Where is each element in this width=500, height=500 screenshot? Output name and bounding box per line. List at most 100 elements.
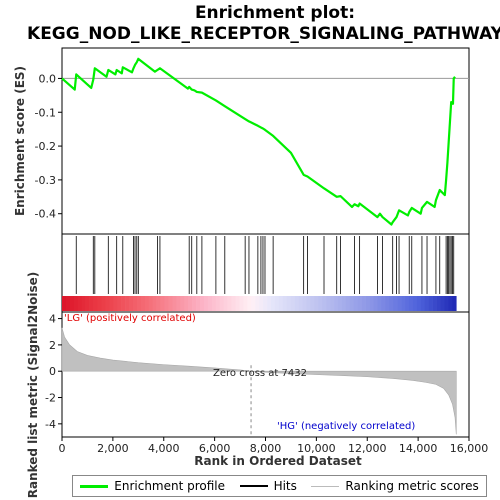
es-ytick-label-4: -0.4 <box>35 208 56 221</box>
heat-segment-45 <box>239 296 244 311</box>
heat-segment-11 <box>105 296 110 311</box>
legend-label: Enrichment profile <box>114 479 226 493</box>
heat-segment-47 <box>247 296 252 311</box>
xtick-label-4: 8,000 <box>250 442 282 455</box>
heat-segment-57 <box>286 296 291 311</box>
heat-segment-84 <box>393 296 398 311</box>
heat-segment-99 <box>452 296 457 311</box>
metric-ytick-label-4: -4 <box>45 418 56 431</box>
heat-segment-70 <box>337 296 343 311</box>
heat-segment-83 <box>389 296 394 311</box>
heat-segment-30 <box>180 296 185 311</box>
xtick-label-0: 0 <box>59 442 66 455</box>
xtick-label-1: 2,000 <box>97 442 129 455</box>
heat-segment-56 <box>282 296 288 311</box>
heat-segment-15 <box>121 296 126 311</box>
heat-segment-71 <box>341 296 347 311</box>
heat-segment-98 <box>448 296 453 311</box>
heat-segment-39 <box>215 296 221 311</box>
heat-segment-53 <box>270 296 276 311</box>
heat-segment-51 <box>263 296 268 311</box>
heat-segment-19 <box>136 296 142 311</box>
heat-segment-24 <box>156 296 161 311</box>
heat-segment-25 <box>160 296 165 311</box>
xtick-label-8: 16,000 <box>450 442 489 455</box>
heat-segment-46 <box>243 296 248 311</box>
heat-segment-37 <box>207 296 213 311</box>
heat-segment-81 <box>381 296 386 311</box>
heat-segment-13 <box>113 296 118 311</box>
heat-segment-68 <box>330 296 335 311</box>
positive-correlation-label: 'LG' (positively correlated) <box>64 313 196 324</box>
heat-segment-79 <box>373 296 378 311</box>
heat-segment-94 <box>432 296 437 311</box>
heat-segment-74 <box>353 296 359 311</box>
heat-segment-96 <box>440 296 445 311</box>
heat-segment-0 <box>62 296 67 311</box>
x-axis-title: Rank in Ordered Dataset <box>194 454 362 468</box>
heat-segment-91 <box>420 296 426 311</box>
heat-segment-21 <box>144 296 150 311</box>
heat-segment-41 <box>223 296 228 311</box>
legend-item-enrichment-profile: Enrichment profile <box>80 479 225 493</box>
heat-segment-77 <box>365 296 370 311</box>
heat-segment-66 <box>322 296 327 311</box>
heat-segment-69 <box>334 296 339 311</box>
heat-segment-95 <box>436 296 441 311</box>
metric-axis-title: Ranked list metric (Signal2Noise) <box>26 272 40 499</box>
heat-segment-90 <box>416 296 422 311</box>
heat-segment-61 <box>302 296 307 311</box>
xtick-label-3: 6,000 <box>199 442 231 455</box>
heat-segment-18 <box>132 296 138 311</box>
ranking-metric-area <box>61 327 457 435</box>
heat-segment-12 <box>109 296 114 311</box>
heat-segment-72 <box>345 296 351 311</box>
es-ytick-label-3: -0.3 <box>35 174 56 187</box>
heat-segment-16 <box>125 296 130 311</box>
heat-segment-78 <box>369 296 374 311</box>
heat-segment-34 <box>196 296 201 311</box>
heat-segment-62 <box>306 296 311 311</box>
legend-swatch-gray-line <box>311 485 340 487</box>
heat-segment-43 <box>231 296 236 311</box>
heat-segment-67 <box>326 296 331 311</box>
heat-segment-97 <box>444 296 449 311</box>
heat-segment-29 <box>176 296 181 311</box>
heat-segment-38 <box>211 296 217 311</box>
heat-segment-59 <box>294 296 299 311</box>
heat-segment-14 <box>117 296 122 311</box>
legend-swatch-green-line <box>80 484 109 488</box>
heat-segment-50 <box>259 296 264 311</box>
heat-segment-73 <box>349 296 355 311</box>
heat-segment-93 <box>428 296 433 311</box>
legend-label: Ranking metric scores <box>345 479 479 493</box>
xtick-label-5: 10,000 <box>297 442 336 455</box>
heat-segment-6 <box>85 296 90 311</box>
heat-segment-35 <box>199 296 205 311</box>
heat-segment-92 <box>424 296 429 311</box>
heat-segment-86 <box>401 296 406 311</box>
heat-segment-5 <box>81 296 86 311</box>
heat-segment-60 <box>298 296 303 311</box>
heat-segment-27 <box>168 296 173 311</box>
heat-segment-58 <box>290 296 295 311</box>
heat-segment-76 <box>361 296 366 311</box>
metric-ytick-label-0: 4 <box>49 313 56 326</box>
heat-segment-26 <box>164 296 169 311</box>
legend-item-ranking-metric: Ranking metric scores <box>311 479 479 493</box>
heat-segment-7 <box>89 296 94 311</box>
legend-swatch-black-line <box>239 485 268 487</box>
metric-ytick-label-3: -2 <box>45 392 56 405</box>
legend: Enrichment profile Hits Ranking metric s… <box>72 475 487 497</box>
heat-segment-2 <box>69 296 75 311</box>
heat-segment-52 <box>267 296 272 311</box>
heat-segment-64 <box>314 296 319 311</box>
metric-ytick-label-1: 2 <box>49 339 56 352</box>
heat-segment-82 <box>385 296 390 311</box>
es-ytick-label-2: -0.2 <box>35 140 56 153</box>
heat-segment-23 <box>152 296 157 311</box>
es-ytick-label-1: -0.1 <box>35 106 56 119</box>
legend-label: Hits <box>273 479 297 493</box>
heat-segment-85 <box>397 296 402 311</box>
